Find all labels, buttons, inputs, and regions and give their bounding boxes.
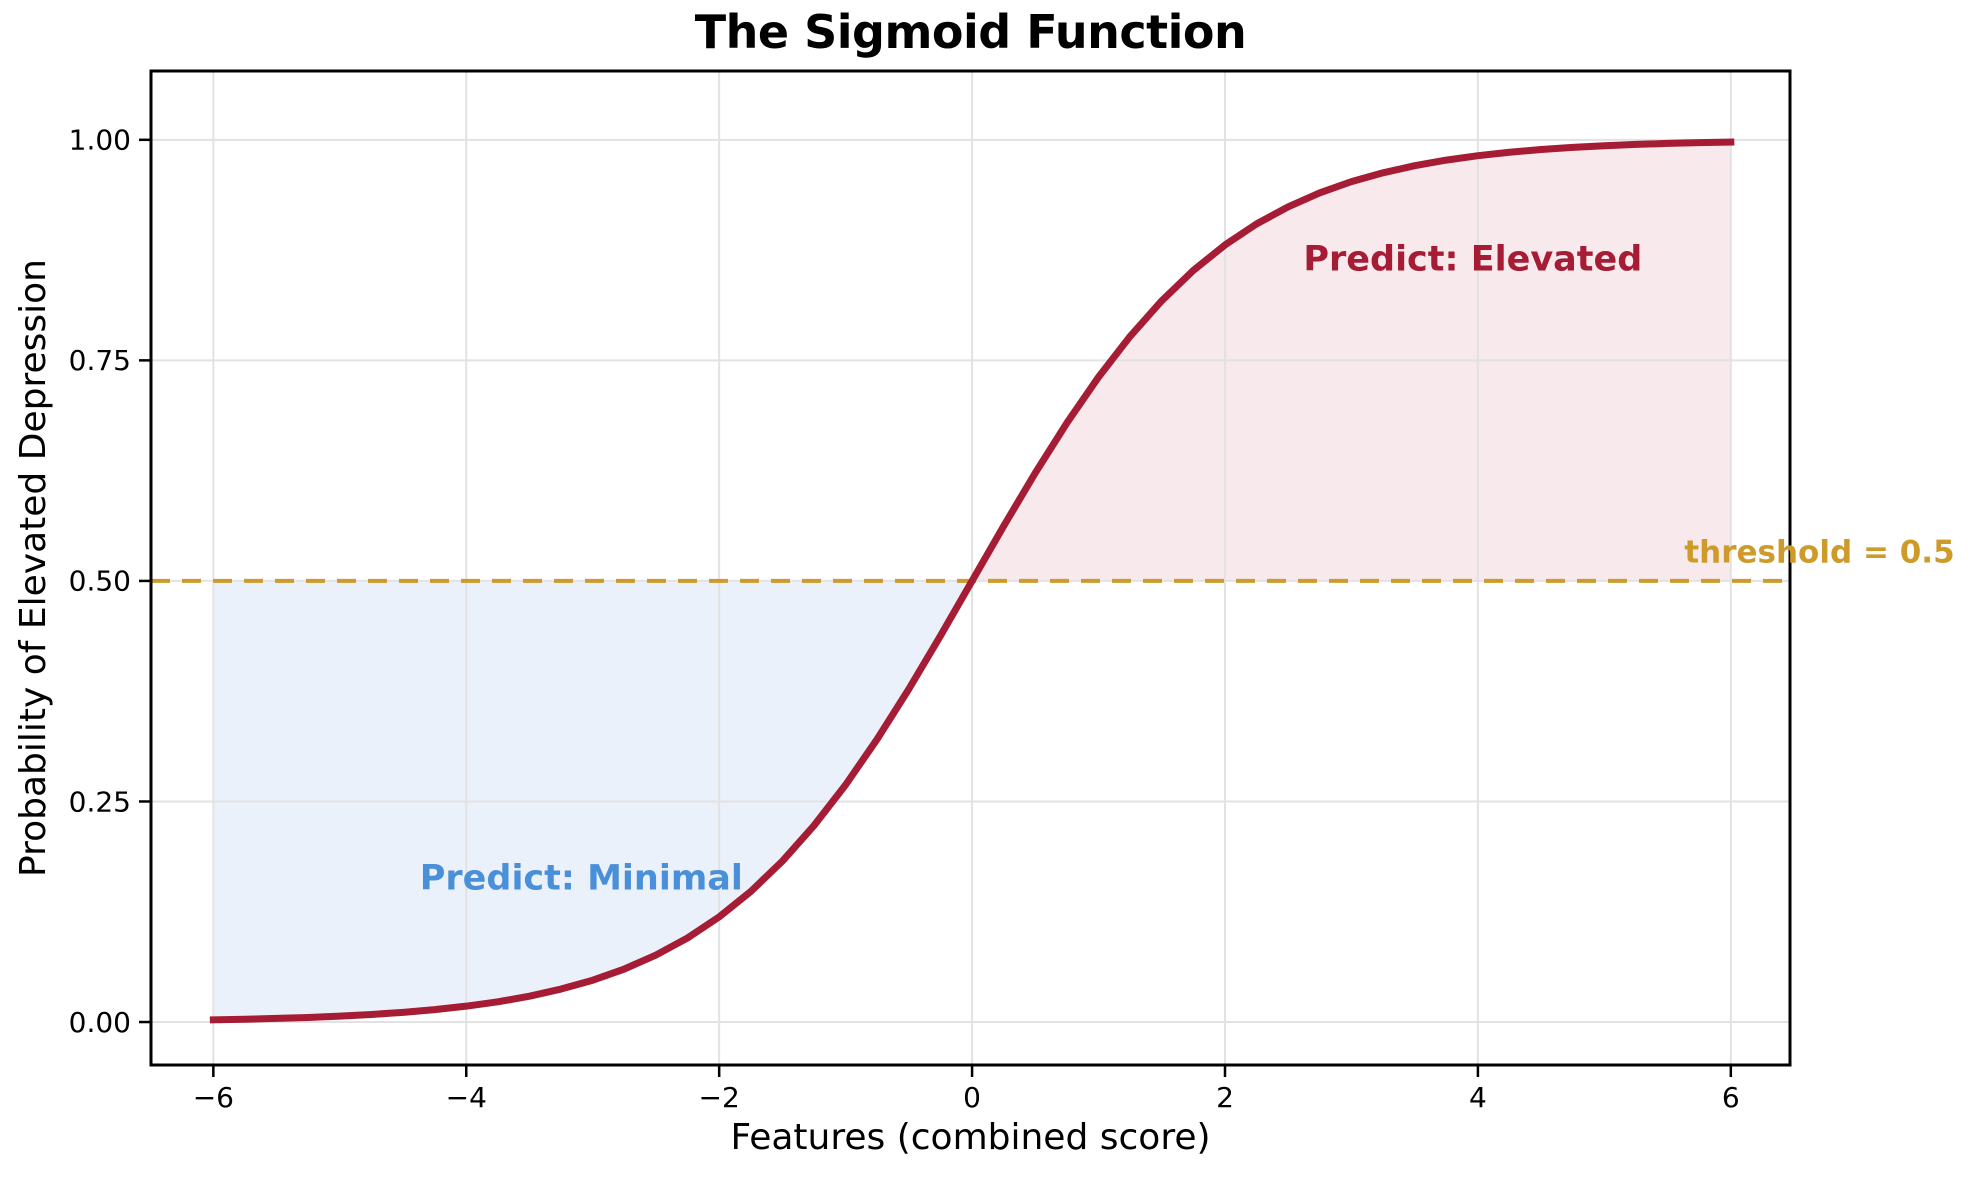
annotation-predict-elevated: Predict: Elevated — [1303, 239, 1642, 279]
x-tick-label: 2 — [1216, 1081, 1234, 1114]
annotation-predict-minimal: Predict: Minimal — [420, 859, 743, 899]
annotation-threshold-0-5: threshold = 0.5 — [1684, 535, 1954, 571]
y-tick-label: 0.50 — [69, 565, 131, 598]
x-tick-label: 4 — [1469, 1081, 1487, 1114]
x-tick-label: 0 — [963, 1081, 981, 1114]
x-tick-label: 6 — [1722, 1081, 1740, 1114]
y-tick-label: 0.00 — [69, 1006, 131, 1039]
x-tick-label: −2 — [699, 1081, 740, 1114]
chart-title: The Sigmoid Function — [694, 5, 1247, 59]
y-tick-label: 1.00 — [69, 124, 131, 157]
y-tick-label: 0.75 — [69, 344, 131, 377]
sigmoid-curve — [209, 138, 1735, 1024]
x-axis-label: Features (combined score) — [730, 1117, 1211, 1158]
y-tick-label: 0.25 — [69, 785, 131, 818]
y-axis-label: Probability of Elevated Depression — [13, 259, 54, 877]
x-tick-label: −4 — [446, 1081, 487, 1114]
region-fill-elevated — [972, 142, 1731, 581]
region-fill-minimal — [213, 580, 973, 1020]
plot-border — [149, 69, 1792, 1067]
x-tick-label: −6 — [193, 1081, 234, 1114]
